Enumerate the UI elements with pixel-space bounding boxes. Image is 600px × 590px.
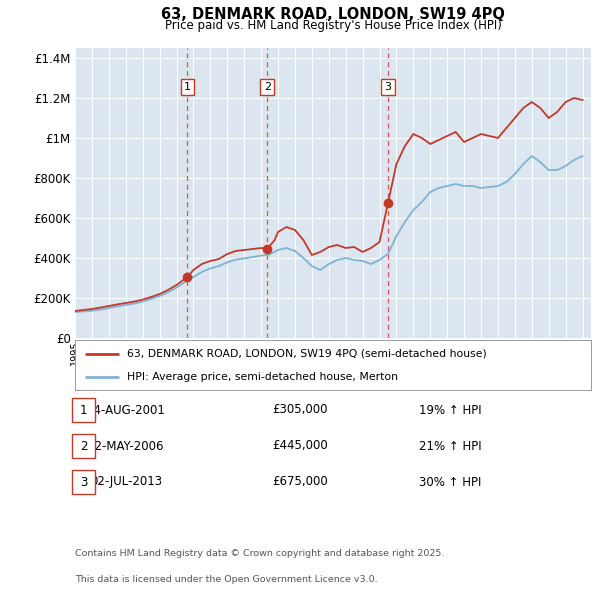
Text: £305,000: £305,000 — [272, 404, 328, 417]
Text: 2: 2 — [263, 82, 271, 92]
Text: 24-AUG-2001: 24-AUG-2001 — [86, 404, 166, 417]
Text: 02-JUL-2013: 02-JUL-2013 — [90, 476, 162, 489]
Text: 1: 1 — [80, 404, 87, 417]
Text: 3: 3 — [80, 476, 87, 489]
Text: HPI: Average price, semi-detached house, Merton: HPI: Average price, semi-detached house,… — [127, 372, 398, 382]
Text: 2: 2 — [80, 440, 87, 453]
Text: 63, DENMARK ROAD, LONDON, SW19 4PQ: 63, DENMARK ROAD, LONDON, SW19 4PQ — [161, 7, 505, 22]
Text: £445,000: £445,000 — [272, 440, 328, 453]
Text: Price paid vs. HM Land Registry's House Price Index (HPI): Price paid vs. HM Land Registry's House … — [164, 19, 502, 32]
Text: 21% ↑ HPI: 21% ↑ HPI — [419, 440, 481, 453]
Text: 30% ↑ HPI: 30% ↑ HPI — [419, 476, 481, 489]
Text: 12-MAY-2006: 12-MAY-2006 — [88, 440, 164, 453]
Text: 19% ↑ HPI: 19% ↑ HPI — [419, 404, 481, 417]
Text: Contains HM Land Registry data © Crown copyright and database right 2025.: Contains HM Land Registry data © Crown c… — [75, 549, 445, 558]
Text: 63, DENMARK ROAD, LONDON, SW19 4PQ (semi-detached house): 63, DENMARK ROAD, LONDON, SW19 4PQ (semi… — [127, 349, 487, 359]
Text: This data is licensed under the Open Government Licence v3.0.: This data is licensed under the Open Gov… — [75, 575, 377, 584]
Text: 1: 1 — [184, 82, 191, 92]
Text: 3: 3 — [385, 82, 391, 92]
Text: £675,000: £675,000 — [272, 476, 328, 489]
